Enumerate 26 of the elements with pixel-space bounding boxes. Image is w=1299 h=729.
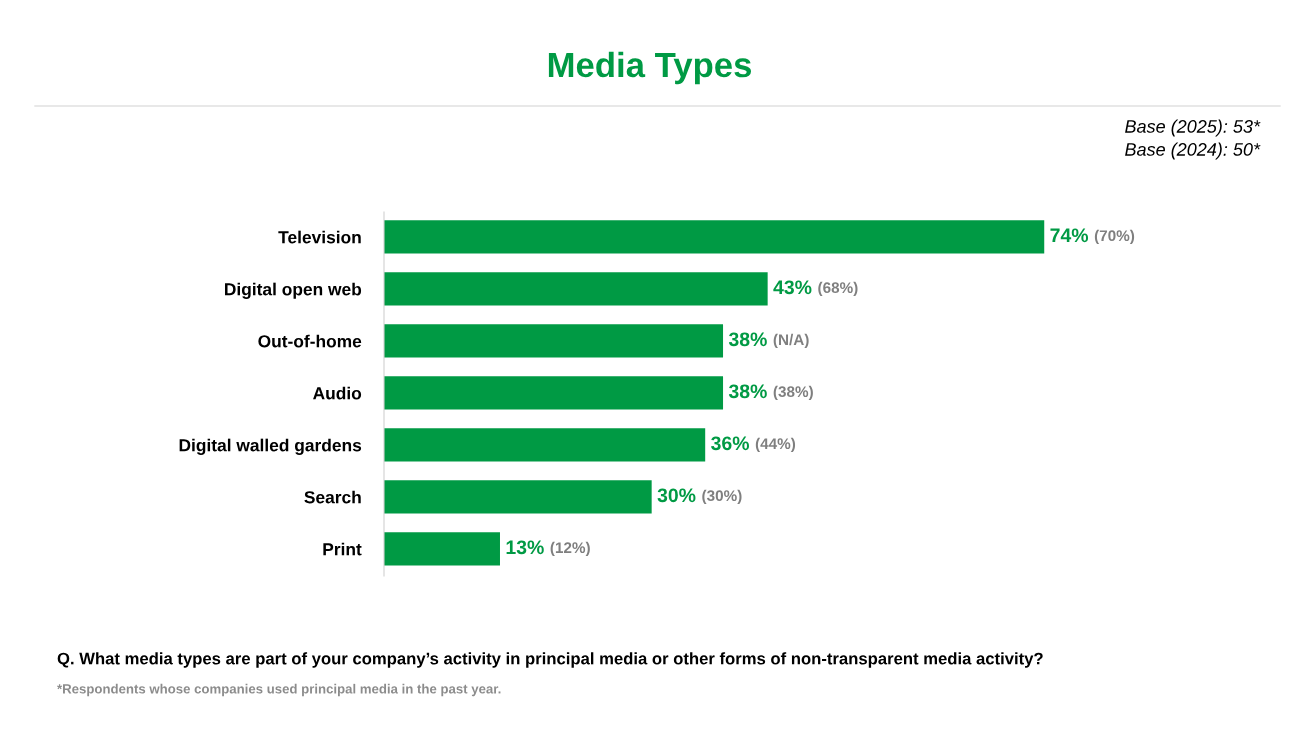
data-label: 36% (44%) bbox=[711, 436, 796, 453]
data-label: 74% (70%) bbox=[1050, 228, 1135, 245]
bar bbox=[384, 532, 500, 566]
data-label: 30% (30%) bbox=[657, 488, 742, 505]
bar bbox=[384, 376, 724, 410]
y-tick-label: Print bbox=[323, 542, 362, 556]
data-label: 13% (12%) bbox=[506, 540, 590, 557]
text: Q. What media types are part of your company’s activity in principal media or other forms of non-transparent media activity? bbox=[57, 652, 1043, 668]
y-tick-label: Search bbox=[304, 490, 361, 504]
bar bbox=[384, 428, 706, 462]
text: Base (2024): 50* bbox=[1125, 142, 1261, 160]
text: *Respondents whose companies used principal media in the past year. bbox=[57, 683, 501, 697]
y-tick-label: Digital open web bbox=[225, 282, 362, 299]
text: Base (2025): 53* bbox=[1125, 119, 1261, 137]
bar bbox=[384, 324, 724, 358]
y-tick-label: Television bbox=[278, 230, 361, 244]
chart-title: Media Types bbox=[548, 51, 752, 85]
y-tick-label: Audio bbox=[313, 386, 362, 400]
bar bbox=[384, 480, 652, 514]
data-label: 38% (38%) bbox=[728, 384, 813, 401]
y-tick-label: Digital walled gardens bbox=[179, 438, 362, 455]
data-label: 38% (N/A) bbox=[728, 332, 809, 349]
bar bbox=[384, 220, 1045, 254]
bar bbox=[384, 272, 768, 306]
y-tick-label: Out-of-home bbox=[258, 334, 362, 348]
data-label: 43% (68%) bbox=[773, 280, 858, 297]
